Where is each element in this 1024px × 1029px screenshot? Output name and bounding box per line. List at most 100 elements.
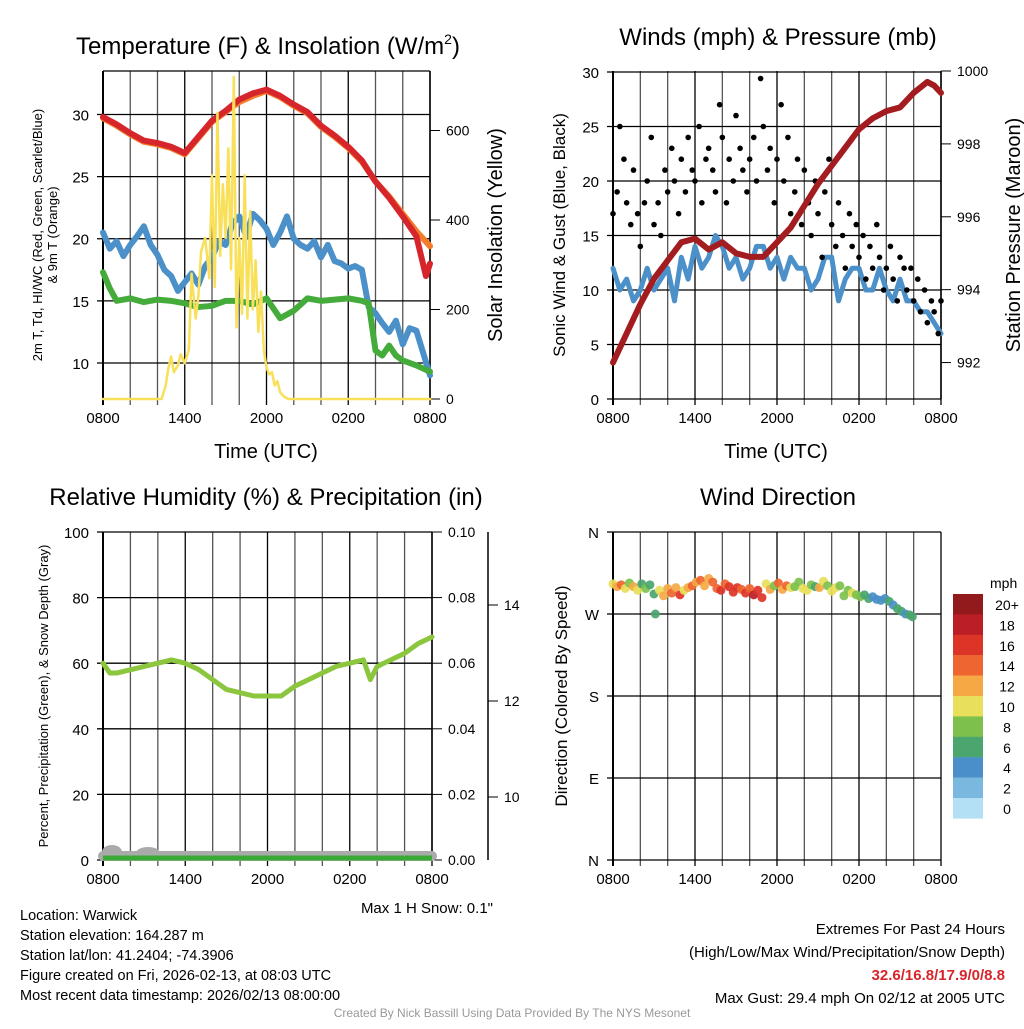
station-info: Location: Warwick Station elevation: 164… — [20, 906, 340, 1006]
gust-point — [737, 145, 743, 152]
colorbar-label: 20+ — [995, 597, 1019, 613]
y2-tick-label: 0.04 — [448, 721, 475, 737]
gust-point — [914, 276, 921, 282]
extremes-title: Extremes For Past 24 Hours — [815, 921, 1005, 938]
gust-point — [778, 101, 784, 108]
gust-point — [760, 123, 767, 130]
gust-point — [658, 232, 664, 239]
gust-point — [873, 221, 880, 228]
figure-created: Figure created on Fri, 2026-02-13, at 08… — [20, 968, 332, 984]
gust-point — [746, 156, 753, 162]
title-end: ) — [452, 33, 460, 60]
gust-point — [723, 200, 730, 206]
gust-point — [938, 298, 944, 304]
chart-title: Relative Humidity (%) & Precipitation (i… — [49, 484, 482, 511]
gust-point — [740, 167, 746, 173]
gust-point — [928, 298, 935, 304]
gust-point — [935, 330, 942, 337]
gust-point — [819, 254, 825, 261]
y2-axis-label: Station Pressure (Maroon) — [1003, 118, 1024, 353]
gust-point — [716, 101, 723, 108]
gust-point — [921, 287, 928, 293]
extremes-legend: (High/Low/Max Wind/Precipitation/Snow De… — [689, 944, 1005, 961]
colorbar-swatch — [953, 614, 983, 635]
series-pressure — [610, 78, 944, 366]
humidity-panel: 0800 1400 2000 0200 08000204060801000.000.02… — [36, 484, 520, 917]
gust-point — [835, 200, 842, 206]
direction-point — [907, 612, 917, 622]
y-tick-label: 10 — [582, 283, 599, 300]
gust-point — [869, 265, 876, 272]
colorbar-swatch — [953, 757, 983, 778]
gust-point — [637, 243, 644, 250]
gust-point — [730, 178, 737, 184]
gust-point — [785, 134, 791, 141]
direction-point — [700, 581, 710, 591]
x-tick-label: 2000 — [250, 410, 283, 427]
gust-point — [692, 178, 698, 184]
gust-point — [832, 243, 839, 250]
gust-point — [846, 210, 853, 217]
gust-point — [853, 221, 860, 228]
series-td — [100, 269, 433, 375]
gust-point — [719, 134, 726, 141]
gust-point — [733, 112, 739, 119]
y-tick-label: 60 — [72, 656, 89, 673]
gust-point — [931, 309, 937, 315]
extremes-values: 32.6/16.8/17.9/0/8.8 — [871, 967, 1005, 984]
gust-point — [696, 123, 702, 130]
gust-point — [664, 189, 671, 195]
gust-point — [883, 265, 890, 272]
y-tick-label: 10 — [72, 356, 89, 373]
gust-point — [648, 134, 655, 141]
gust-point — [623, 200, 630, 206]
gust-point — [826, 156, 832, 162]
colorbar-swatch — [953, 798, 983, 819]
y-tick-label: 30 — [582, 65, 599, 82]
colorbar-label: 16 — [999, 638, 1015, 654]
gust-point — [808, 232, 814, 239]
direction-point — [745, 583, 755, 593]
x-tick-label: 0800 — [924, 871, 957, 888]
colorbar-label: 6 — [1003, 740, 1011, 756]
x-tick-label: 1400 — [169, 871, 202, 888]
y-tick-label: W — [585, 607, 600, 624]
direction-point — [659, 591, 669, 601]
gust-point — [860, 232, 866, 239]
gust-point — [880, 287, 887, 293]
gust-point — [887, 243, 894, 250]
y-tick-label: N — [588, 853, 599, 870]
gust-point — [703, 156, 709, 162]
y-axis-label: Sonic Wind & Gust (Blue, Black) — [550, 113, 569, 357]
y2-tick-label: 0.10 — [448, 524, 475, 540]
y-tick-label: S — [589, 689, 599, 706]
gust-point — [890, 276, 896, 282]
direction-point — [757, 593, 767, 603]
x-tick-label: 0200 — [332, 410, 365, 427]
colorbar-swatch — [953, 716, 983, 737]
x-tick-label: 0800 — [413, 410, 446, 427]
colorbar-swatch — [953, 675, 983, 697]
x-tick-label: 0800 — [596, 410, 629, 427]
direction-point — [708, 577, 718, 587]
gust-point — [764, 167, 771, 173]
colorbar-title: mph — [990, 575, 1017, 591]
gust-point — [774, 156, 780, 162]
gust-point — [655, 200, 661, 206]
y-tick-label: 30 — [72, 107, 89, 124]
direction-point — [794, 577, 804, 587]
title-sup: 2 — [444, 31, 452, 47]
gust-point — [651, 221, 657, 228]
y-tick-label: 0 — [591, 392, 599, 409]
gust-point — [863, 276, 869, 282]
snow-tick-label: 14 — [504, 597, 520, 613]
colorbar-label: 4 — [1003, 760, 1011, 776]
credit: Created By Nick Bassill Using Data Provi… — [333, 1006, 691, 1020]
colorbar-label: 10 — [999, 699, 1015, 715]
y2-tick-label: 1000 — [957, 63, 988, 79]
colorbar-swatch — [953, 777, 983, 799]
series-solar — [101, 75, 432, 401]
y2-tick-label: 400 — [446, 212, 470, 228]
y-tick-label: 25 — [72, 170, 89, 187]
